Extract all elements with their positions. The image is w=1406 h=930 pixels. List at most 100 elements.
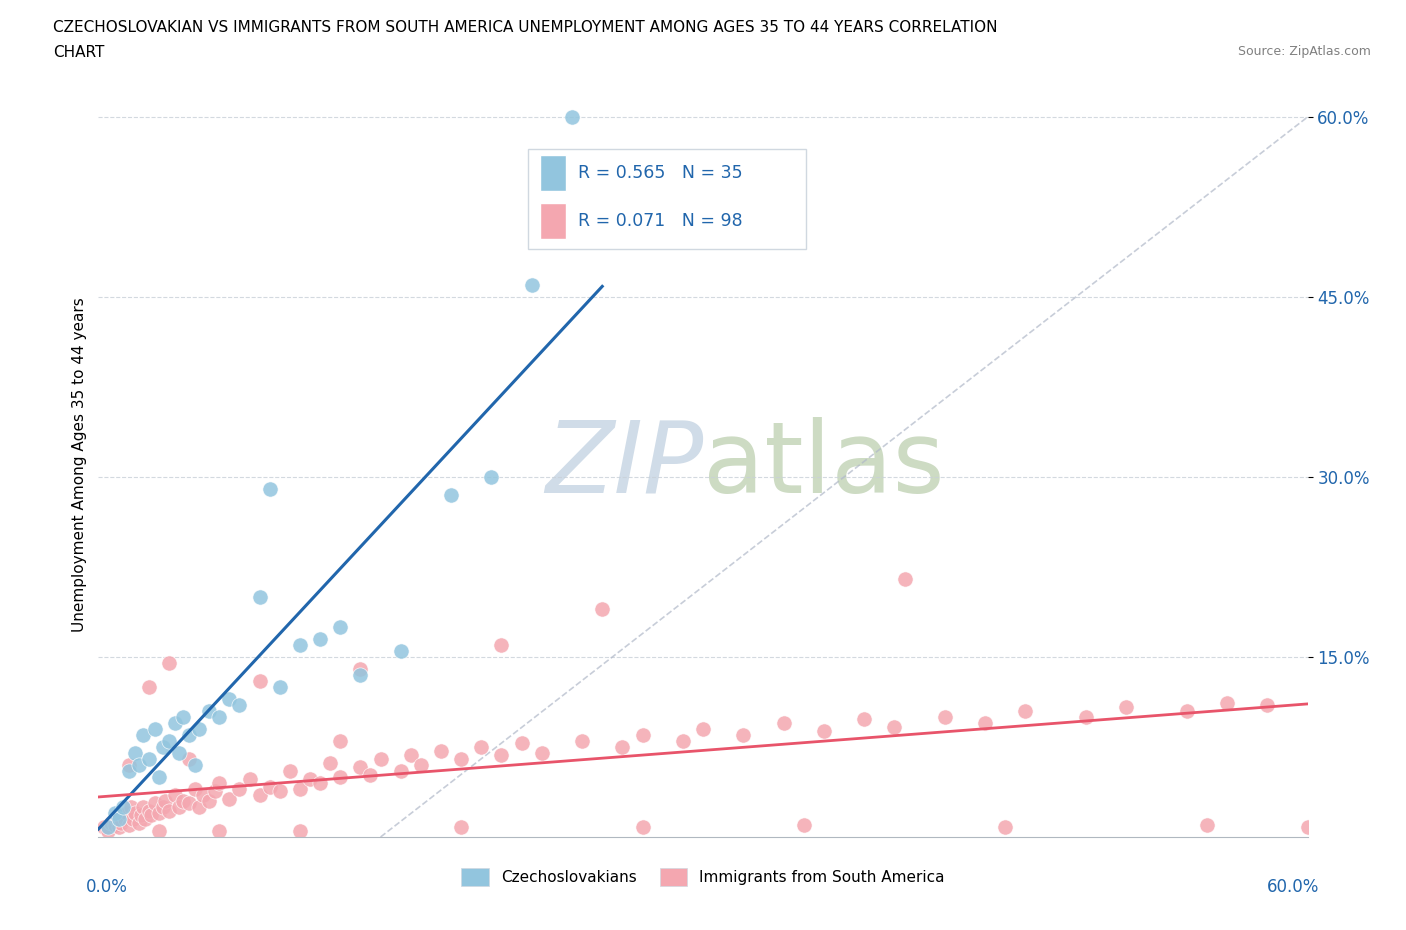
Point bbox=[139, 808, 162, 823]
Point bbox=[228, 781, 250, 796]
Point bbox=[259, 482, 281, 497]
Point bbox=[239, 772, 262, 787]
Point bbox=[198, 704, 221, 719]
Point bbox=[103, 805, 125, 820]
Text: atlas: atlas bbox=[703, 417, 945, 513]
Point bbox=[157, 656, 180, 671]
Point bbox=[157, 804, 180, 818]
Point bbox=[143, 722, 166, 737]
Text: ZIP: ZIP bbox=[544, 417, 703, 513]
Point bbox=[97, 824, 120, 839]
Point bbox=[813, 724, 835, 738]
Point bbox=[114, 812, 136, 827]
Point bbox=[132, 800, 155, 815]
Point bbox=[278, 764, 301, 778]
Point bbox=[129, 808, 152, 823]
Point bbox=[152, 800, 174, 815]
Text: CZECHOSLOVAKIAN VS IMMIGRANTS FROM SOUTH AMERICA UNEMPLOYMENT AMONG AGES 35 TO 4: CZECHOSLOVAKIAN VS IMMIGRANTS FROM SOUTH… bbox=[53, 20, 998, 35]
Point bbox=[1115, 700, 1137, 715]
Point bbox=[1175, 704, 1198, 719]
Point bbox=[132, 727, 155, 742]
Point bbox=[409, 758, 432, 773]
Point bbox=[228, 698, 250, 712]
Point bbox=[163, 715, 186, 730]
Point bbox=[1296, 820, 1319, 835]
Point bbox=[208, 710, 231, 724]
Point bbox=[470, 739, 492, 754]
Point bbox=[143, 796, 166, 811]
Point bbox=[167, 800, 190, 815]
Point bbox=[198, 793, 221, 808]
Point bbox=[148, 769, 170, 784]
Point bbox=[309, 631, 332, 646]
Point bbox=[772, 715, 794, 730]
Point bbox=[530, 746, 553, 761]
Point bbox=[107, 812, 129, 827]
Legend: Czechoslovakians, Immigrants from South America: Czechoslovakians, Immigrants from South … bbox=[456, 862, 950, 893]
Text: 60.0%: 60.0% bbox=[1267, 878, 1320, 896]
Point bbox=[259, 779, 281, 794]
Point bbox=[179, 727, 201, 742]
Point bbox=[672, 734, 695, 749]
Point bbox=[329, 769, 352, 784]
Point bbox=[1014, 704, 1036, 719]
Point bbox=[571, 734, 593, 749]
Point bbox=[793, 817, 815, 832]
Point bbox=[288, 638, 311, 653]
Point bbox=[389, 764, 412, 778]
Point bbox=[157, 734, 180, 749]
Point bbox=[974, 715, 997, 730]
Point bbox=[481, 470, 503, 485]
Point bbox=[430, 743, 453, 758]
Point bbox=[111, 808, 134, 823]
Point bbox=[128, 758, 150, 773]
Point bbox=[520, 277, 543, 292]
Point bbox=[249, 673, 271, 688]
Point bbox=[360, 767, 382, 782]
Point bbox=[1195, 817, 1218, 832]
Point bbox=[1256, 698, 1278, 712]
Point bbox=[124, 805, 146, 820]
Point bbox=[218, 692, 240, 707]
Point bbox=[269, 784, 291, 799]
Point bbox=[110, 816, 132, 830]
Point bbox=[299, 772, 322, 787]
Point bbox=[591, 602, 613, 617]
Point bbox=[1216, 695, 1239, 710]
Text: R = 0.565   N = 35: R = 0.565 N = 35 bbox=[578, 164, 744, 182]
Point bbox=[188, 722, 211, 737]
Point bbox=[561, 110, 583, 125]
Point bbox=[138, 680, 160, 695]
Point bbox=[103, 817, 125, 832]
Point bbox=[349, 760, 371, 775]
Point bbox=[118, 758, 141, 773]
Point bbox=[148, 805, 170, 820]
FancyBboxPatch shape bbox=[540, 155, 567, 191]
Point bbox=[399, 748, 422, 763]
Point bbox=[193, 788, 215, 803]
Text: R = 0.071   N = 98: R = 0.071 N = 98 bbox=[578, 212, 744, 231]
Point bbox=[204, 784, 226, 799]
Point bbox=[120, 800, 142, 815]
Point bbox=[994, 820, 1017, 835]
Point bbox=[450, 751, 472, 766]
Point bbox=[510, 736, 533, 751]
Point bbox=[121, 812, 143, 827]
Point bbox=[612, 739, 634, 754]
Point bbox=[269, 680, 291, 695]
Point bbox=[288, 824, 311, 839]
Point bbox=[692, 722, 714, 737]
Point bbox=[893, 572, 915, 587]
Point bbox=[172, 710, 194, 724]
FancyBboxPatch shape bbox=[527, 149, 806, 249]
Point bbox=[172, 793, 194, 808]
Point bbox=[389, 644, 412, 658]
Point bbox=[184, 758, 207, 773]
Point bbox=[208, 776, 231, 790]
Point bbox=[450, 820, 472, 835]
Point bbox=[148, 824, 170, 839]
Point bbox=[188, 800, 211, 815]
Point bbox=[152, 739, 174, 754]
Point bbox=[208, 824, 231, 839]
Point bbox=[179, 796, 201, 811]
